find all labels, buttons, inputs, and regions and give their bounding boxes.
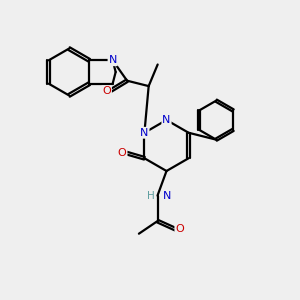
Text: O: O — [175, 224, 184, 235]
Text: N: N — [163, 190, 171, 201]
Text: O: O — [102, 86, 111, 96]
Text: N: N — [109, 55, 117, 65]
Text: O: O — [118, 148, 127, 158]
Text: N: N — [162, 115, 171, 125]
Text: N: N — [140, 128, 148, 138]
Text: H: H — [147, 190, 155, 201]
